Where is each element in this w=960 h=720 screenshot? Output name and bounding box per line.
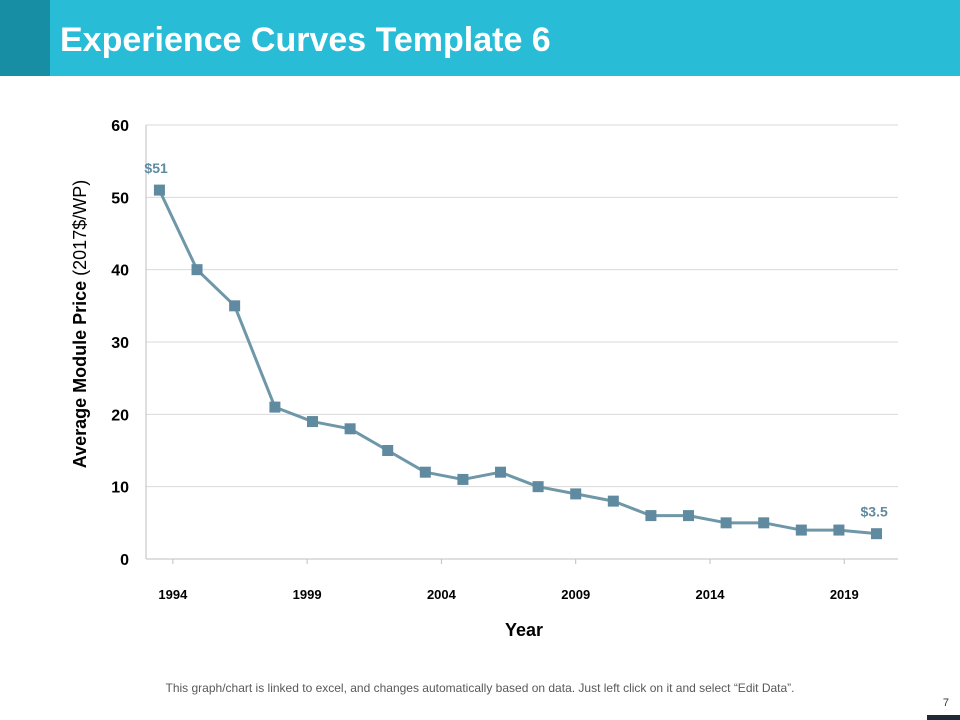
page-title: Experience Curves Template 6 bbox=[60, 21, 551, 59]
data-point-11 bbox=[570, 488, 582, 500]
data-point-16 bbox=[758, 517, 770, 529]
series-line-0 bbox=[157, 188, 879, 536]
data-point-1 bbox=[191, 264, 203, 276]
data-point-2 bbox=[229, 300, 241, 312]
y-tick-label-10: 10 bbox=[111, 480, 129, 497]
y-axis-title-main: Average Module Price bbox=[70, 276, 90, 468]
chart-series bbox=[153, 184, 883, 540]
chart-labels: Year Average Module Price (2017$/WP) $51 $3… bbox=[70, 160, 888, 640]
data-point-7 bbox=[419, 466, 431, 478]
y-tick-label-30: 30 bbox=[111, 335, 129, 352]
y-tick-label-40: 40 bbox=[111, 263, 129, 280]
data-point-12 bbox=[607, 495, 619, 507]
data-point-6 bbox=[382, 445, 394, 456]
data-label-0: $51 bbox=[144, 160, 168, 176]
data-label-19: $3.5 bbox=[861, 504, 888, 520]
y-axis-title-unit: (2017$/WP) bbox=[70, 180, 90, 276]
data-point-14 bbox=[683, 510, 695, 522]
data-point-15 bbox=[720, 517, 732, 529]
data-point-0 bbox=[153, 184, 165, 196]
page-number-bar bbox=[927, 715, 960, 720]
data-point-18 bbox=[833, 524, 845, 536]
data-point-3 bbox=[269, 401, 281, 413]
x-tick-label-2004: 2004 bbox=[427, 587, 457, 602]
y-tick-label-60: 60 bbox=[111, 118, 129, 135]
x-tick-label-1994: 1994 bbox=[158, 587, 188, 602]
data-point-10 bbox=[532, 481, 544, 493]
x-tick-label-2014: 2014 bbox=[696, 587, 726, 602]
y-axis-title: Average Module Price (2017$/WP) bbox=[70, 180, 90, 468]
data-point-9 bbox=[495, 466, 507, 478]
data-point-19 bbox=[871, 528, 883, 540]
data-point-4 bbox=[307, 416, 319, 428]
title-banner: Experience Curves Template 6 bbox=[0, 0, 960, 76]
chart-footnote: This graph/chart is linked to excel, and… bbox=[165, 681, 795, 695]
y-tick-label-50: 50 bbox=[111, 190, 129, 207]
x-axis-title: Year bbox=[505, 620, 543, 640]
x-tick-label-2009: 2009 bbox=[561, 587, 590, 602]
y-tick-label-0: 0 bbox=[120, 552, 129, 569]
y-tick-label-20: 20 bbox=[111, 407, 129, 424]
chart-gridlines bbox=[146, 124, 898, 488]
data-point-8 bbox=[457, 473, 469, 485]
chart-axes: 0 10 20 30 40 50 60 1994 1999 2004 2009 2014 2019 bbox=[111, 118, 898, 602]
title-accent-block bbox=[0, 0, 50, 76]
page-number: 7 bbox=[942, 697, 949, 709]
x-tick-label-1999: 1999 bbox=[293, 587, 322, 602]
data-point-17 bbox=[795, 524, 807, 536]
data-point-13 bbox=[645, 510, 657, 522]
x-tick-label-2019: 2019 bbox=[830, 587, 859, 602]
data-point-5 bbox=[344, 423, 356, 435]
